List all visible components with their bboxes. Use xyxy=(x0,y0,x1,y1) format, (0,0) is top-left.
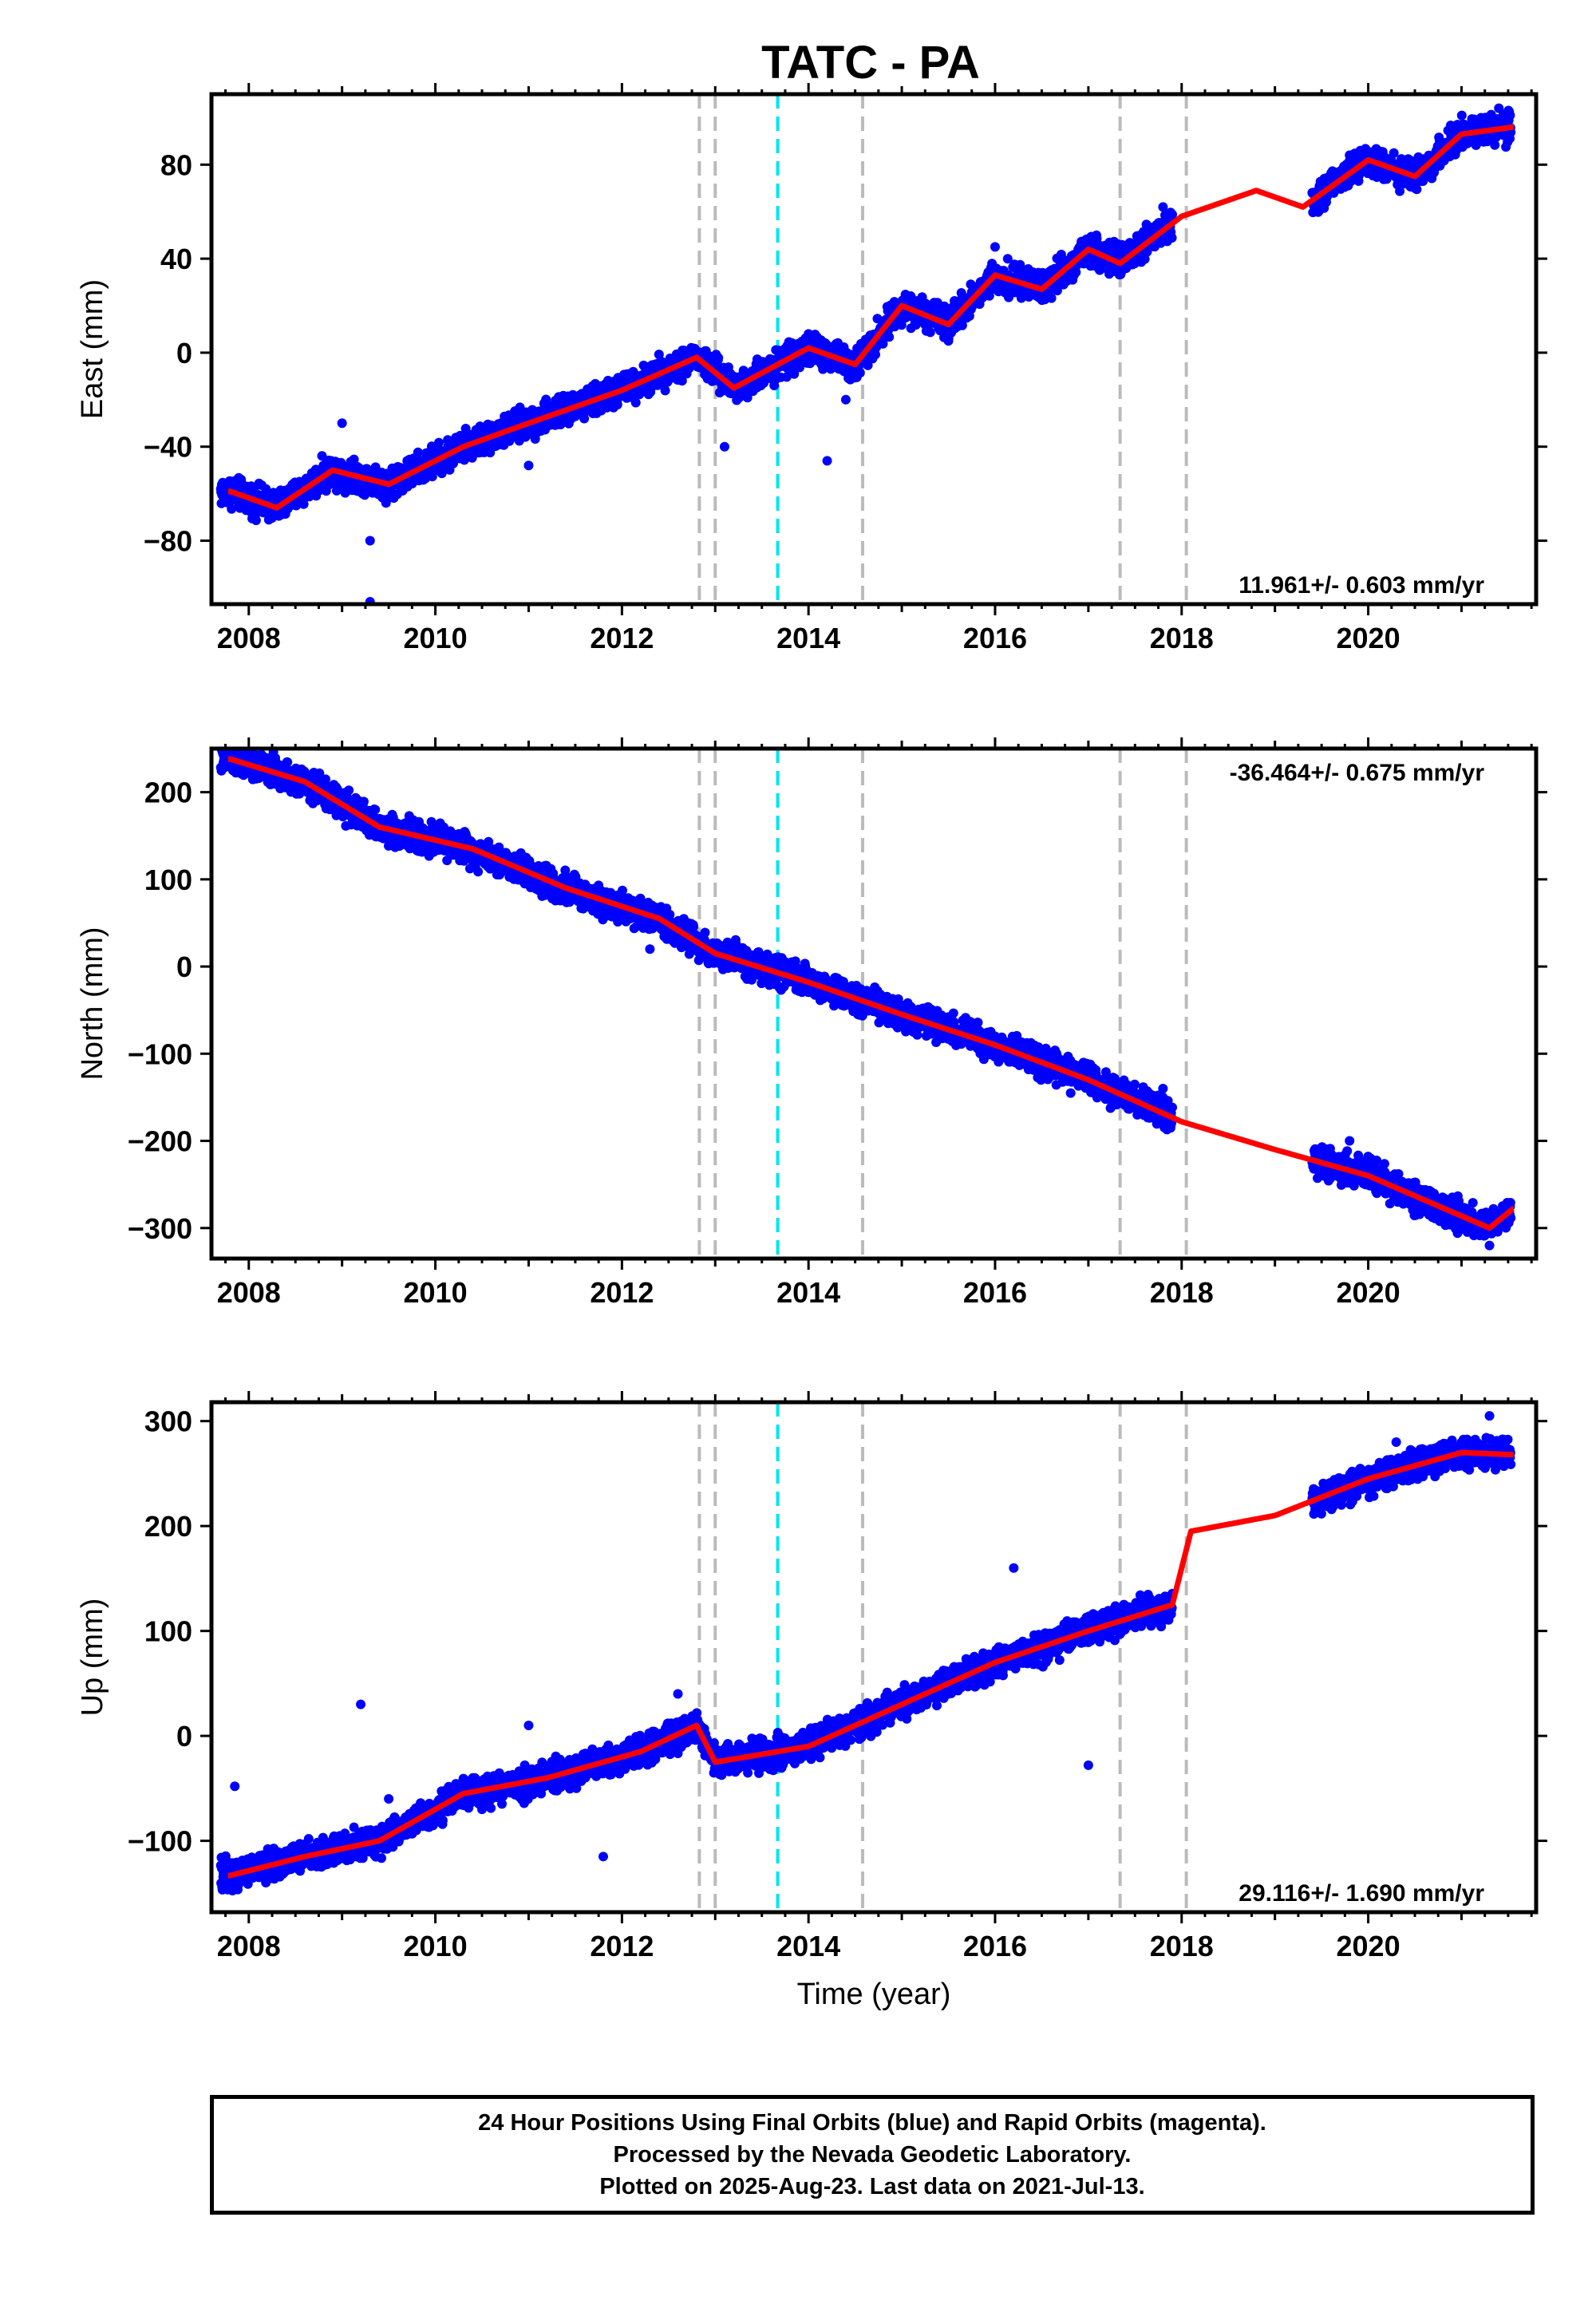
data-point xyxy=(349,454,359,464)
data-point xyxy=(370,804,381,815)
data-point xyxy=(1494,103,1504,113)
data-point xyxy=(878,338,888,349)
data-point xyxy=(884,332,895,342)
x-tick-label: 2018 xyxy=(1150,622,1214,654)
y-axis-label: East (mm) xyxy=(76,279,109,419)
plot-area xyxy=(215,94,1516,604)
data-point xyxy=(822,456,832,466)
data-point xyxy=(1158,202,1168,212)
data-point xyxy=(523,460,534,471)
data-point xyxy=(298,499,309,509)
data-point xyxy=(1046,293,1057,303)
data-point xyxy=(804,329,814,339)
data-point xyxy=(413,447,423,457)
data-point xyxy=(855,368,865,378)
data-point xyxy=(473,867,484,877)
y-tick-label: 40 xyxy=(160,243,192,275)
data-point xyxy=(358,796,369,807)
data-point xyxy=(1505,110,1515,121)
data-point xyxy=(660,385,670,396)
data-point xyxy=(990,242,1000,252)
data-point xyxy=(318,460,329,471)
data-point xyxy=(943,336,954,346)
data-point xyxy=(871,350,880,360)
data-point xyxy=(234,738,243,748)
data-point xyxy=(719,441,729,452)
y-tick-label: 80 xyxy=(160,148,192,181)
data-point xyxy=(541,394,551,405)
x-tick-label: 2014 xyxy=(776,622,840,654)
data-point xyxy=(1456,110,1467,121)
y-tick-label: −40 xyxy=(144,431,192,464)
data-point xyxy=(430,441,440,452)
data-point xyxy=(896,320,907,330)
data-point xyxy=(282,757,293,767)
data-point xyxy=(1083,235,1093,245)
data-point xyxy=(337,418,347,429)
y-tick-label: 0 xyxy=(176,337,192,370)
panel-east: 2008 2010 2012 2014 2016 2018 2020 −80 −40 0 40 80 E… xyxy=(76,83,1547,654)
panel-north: 2008 2010 2012 2014 2016 2018 2020−300−200−100… xyxy=(76,737,1547,1309)
data-point xyxy=(863,360,873,370)
data-point xyxy=(1410,183,1420,193)
data-point xyxy=(365,536,375,546)
data-point xyxy=(630,397,641,408)
x-tick-label: 2020 xyxy=(1337,622,1400,654)
plot-area xyxy=(215,738,1516,1259)
data-point xyxy=(344,785,354,796)
data-point xyxy=(742,393,753,403)
panels: 2008 2010 2012 2014 2016 2018 2020 −80 −40 0 40 80 E… xyxy=(76,83,1547,2011)
data-point xyxy=(840,394,851,405)
y-tick-label: −80 xyxy=(144,524,192,557)
data-point xyxy=(677,376,687,386)
x-tick-label: 2010 xyxy=(404,622,468,654)
chart-title: TATC - PA xyxy=(761,37,980,89)
rate-label: 11.961+/- 0.603 mm/yr xyxy=(1238,572,1484,599)
data-point xyxy=(227,504,237,514)
data-point xyxy=(317,451,327,461)
x-tick-label: 2016 xyxy=(963,622,1027,654)
data-point xyxy=(713,353,724,363)
data-point xyxy=(612,400,622,409)
data-point xyxy=(1345,150,1355,160)
data-point xyxy=(1389,148,1399,158)
data-point xyxy=(654,350,664,360)
data-point xyxy=(925,327,935,338)
data-point xyxy=(1167,233,1177,243)
x-tick-label: 2008 xyxy=(217,622,281,654)
data-point xyxy=(251,516,261,525)
x-tick-label: 2012 xyxy=(590,622,654,654)
